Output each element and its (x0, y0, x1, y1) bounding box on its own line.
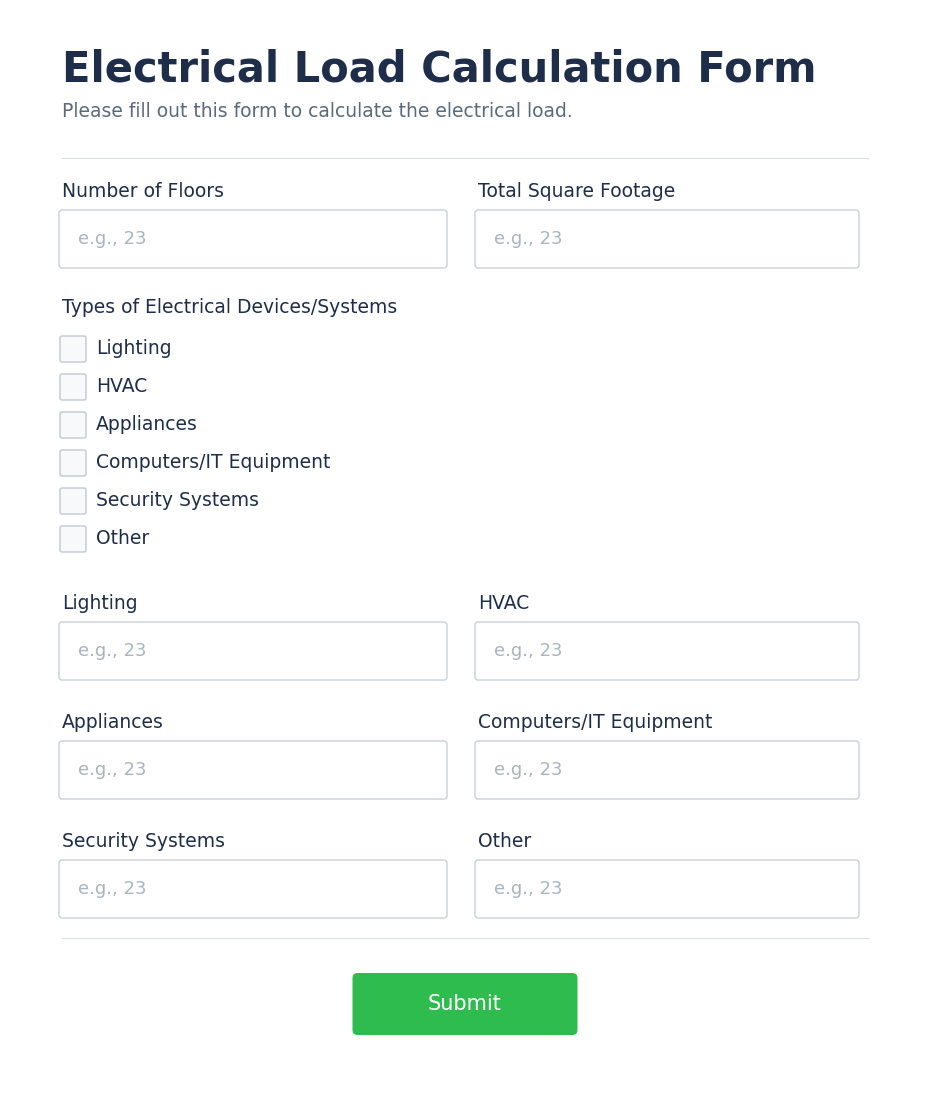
Text: Security Systems: Security Systems (96, 491, 259, 510)
FancyBboxPatch shape (60, 526, 86, 552)
Text: Electrical Load Calculation Form: Electrical Load Calculation Form (62, 48, 817, 90)
FancyBboxPatch shape (60, 488, 86, 514)
FancyBboxPatch shape (475, 860, 859, 918)
Text: Other: Other (96, 529, 149, 548)
FancyBboxPatch shape (475, 622, 859, 680)
Text: HVAC: HVAC (96, 377, 147, 396)
Text: Computers/IT Equipment: Computers/IT Equipment (96, 453, 330, 472)
FancyBboxPatch shape (59, 622, 447, 680)
FancyBboxPatch shape (475, 210, 859, 268)
Text: Total Square Footage: Total Square Footage (478, 182, 675, 201)
Text: Appliances: Appliances (96, 415, 198, 434)
FancyBboxPatch shape (59, 741, 447, 799)
Text: Security Systems: Security Systems (62, 833, 225, 852)
Text: Types of Electrical Devices/Systems: Types of Electrical Devices/Systems (62, 298, 397, 317)
FancyBboxPatch shape (352, 973, 578, 1035)
Text: e.g., 23: e.g., 23 (494, 230, 563, 248)
FancyBboxPatch shape (60, 336, 86, 362)
Text: e.g., 23: e.g., 23 (78, 230, 147, 248)
Text: e.g., 23: e.g., 23 (494, 881, 563, 898)
Text: e.g., 23: e.g., 23 (78, 642, 147, 660)
Text: Please fill out this form to calculate the electrical load.: Please fill out this form to calculate t… (62, 102, 573, 121)
Text: Submit: Submit (428, 994, 502, 1014)
Text: e.g., 23: e.g., 23 (78, 881, 147, 898)
Text: Number of Floors: Number of Floors (62, 182, 224, 201)
FancyBboxPatch shape (59, 210, 447, 268)
Text: Lighting: Lighting (96, 339, 172, 358)
FancyBboxPatch shape (60, 450, 86, 477)
Text: e.g., 23: e.g., 23 (78, 761, 147, 779)
FancyBboxPatch shape (60, 374, 86, 400)
FancyBboxPatch shape (60, 412, 86, 437)
Text: Computers/IT Equipment: Computers/IT Equipment (478, 713, 712, 732)
Text: Lighting: Lighting (62, 594, 138, 613)
Text: Appliances: Appliances (62, 713, 164, 732)
Text: e.g., 23: e.g., 23 (494, 761, 563, 779)
Text: HVAC: HVAC (478, 594, 529, 613)
Text: Other: Other (478, 833, 531, 852)
Text: e.g., 23: e.g., 23 (494, 642, 563, 660)
FancyBboxPatch shape (475, 741, 859, 799)
FancyBboxPatch shape (59, 860, 447, 918)
